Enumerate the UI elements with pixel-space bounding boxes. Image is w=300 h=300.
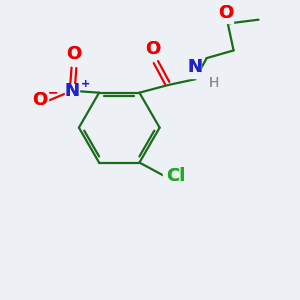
Bar	[164, 169, 181, 183]
Bar	[189, 65, 201, 78]
Text: N: N	[188, 58, 202, 76]
Bar	[65, 84, 79, 98]
Text: −: −	[48, 86, 59, 99]
Text: O: O	[67, 45, 82, 63]
Bar	[219, 9, 232, 22]
Text: N: N	[65, 82, 80, 100]
Text: H: H	[208, 76, 219, 90]
Text: H: H	[208, 76, 219, 90]
Text: Cl: Cl	[166, 167, 186, 185]
Bar	[35, 94, 48, 107]
Text: O: O	[32, 92, 47, 110]
Text: O: O	[67, 45, 82, 63]
Text: Cl: Cl	[166, 167, 186, 185]
Text: O: O	[145, 40, 160, 58]
Text: +: +	[81, 79, 90, 89]
Text: N: N	[188, 58, 202, 76]
Text: O: O	[32, 92, 47, 110]
Text: O: O	[145, 40, 160, 58]
Bar	[146, 46, 160, 59]
Text: O: O	[218, 4, 233, 22]
Text: +: +	[81, 79, 90, 89]
Text: N: N	[65, 82, 80, 100]
Text: −: −	[48, 86, 59, 99]
Bar	[68, 50, 81, 64]
Text: O: O	[218, 4, 233, 22]
